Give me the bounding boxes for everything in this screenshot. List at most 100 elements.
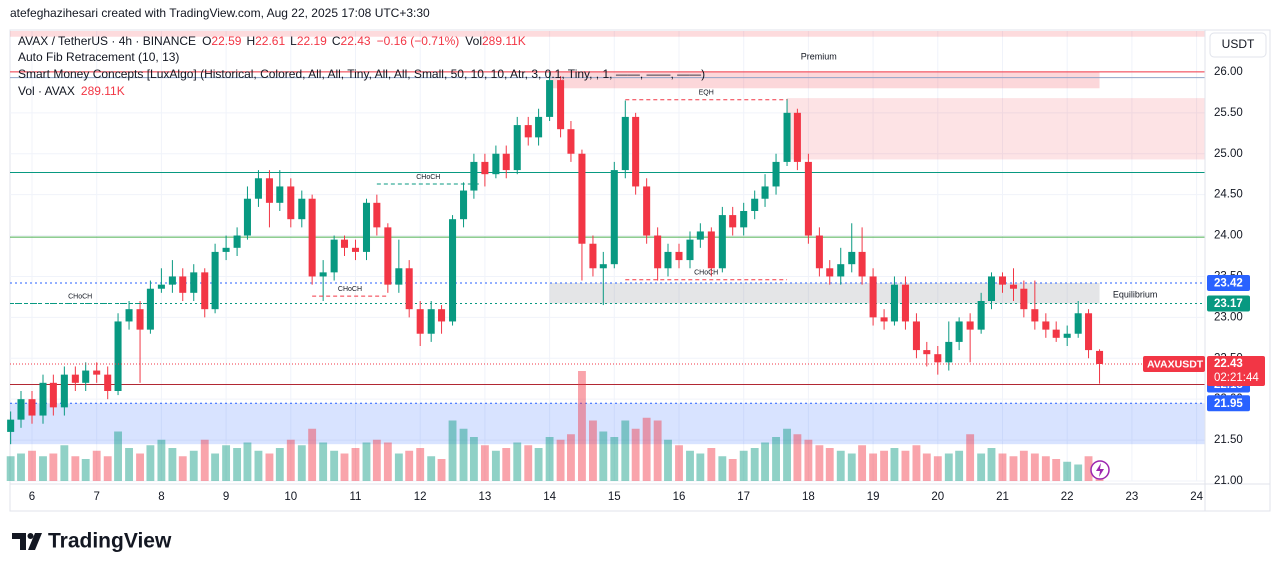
indicator: Smart Money Concepts [LuxAlgo] (Historic… [18, 67, 705, 81]
candle-body [416, 309, 424, 334]
volume-bar [922, 453, 931, 481]
volume-bar [60, 445, 69, 481]
ticker-tag [1143, 356, 1205, 372]
open-value: 22.59 [211, 34, 241, 48]
volume-bar [459, 428, 468, 481]
candle-body [17, 399, 25, 420]
ohlc-label: O [202, 34, 211, 48]
x-tick-label: 14 [543, 491, 556, 503]
candle-body [524, 125, 532, 138]
volume-bar [308, 428, 317, 481]
candle-body [987, 276, 996, 301]
volume-bar [793, 434, 802, 481]
volume-bar [189, 450, 198, 481]
volume-bar [286, 439, 295, 481]
volume-bar [578, 371, 586, 481]
candle-body [340, 239, 349, 248]
x-tick-label: 8 [158, 491, 164, 503]
volume-bar [211, 453, 220, 481]
candle-body [890, 284, 898, 322]
volume-bar [1030, 453, 1039, 481]
candle-body [168, 276, 176, 285]
vol-indicator: Vol · AVAX 289.11K [18, 84, 125, 98]
volume-bar [502, 448, 511, 481]
volume-bar [977, 453, 986, 481]
price-tag-label: 23.42 [1214, 278, 1243, 290]
volume-bar [1063, 461, 1072, 481]
volume-bar [103, 456, 112, 481]
volume-bar [686, 450, 694, 481]
candle-body [104, 374, 112, 391]
x-tick-label: 6 [29, 491, 35, 503]
volume-bar [17, 453, 25, 481]
candle-body [804, 161, 812, 236]
volume-bar [524, 445, 533, 481]
low-value: 22.19 [297, 34, 327, 48]
volume-bar [200, 439, 209, 481]
candle-body [362, 202, 371, 252]
volume-bar [707, 448, 716, 481]
candle-body [761, 186, 769, 199]
candle-body [934, 354, 942, 363]
volume-bar [1019, 450, 1028, 481]
volume-bar [71, 456, 80, 481]
volume-bar [912, 445, 921, 481]
candle-body [664, 251, 672, 269]
logo-mark [12, 533, 26, 550]
indicator: Auto Fib Retracement (10, 13) [18, 50, 179, 64]
volume-bar [394, 453, 403, 481]
volume-bar [610, 437, 619, 481]
volume-bar [222, 445, 231, 481]
structure-label: EQH [699, 90, 714, 97]
candle-body [546, 80, 554, 117]
candle-body [826, 268, 834, 277]
volume-bar [362, 442, 371, 481]
volume-bar [265, 453, 274, 481]
candle-body [675, 251, 683, 261]
volume-bar [933, 456, 942, 481]
y-tick-label: 25.00 [1214, 148, 1243, 160]
price-tag [1207, 275, 1250, 291]
alert-bolt[interactable] [1096, 463, 1104, 477]
candle-body [1042, 321, 1050, 330]
volume-bar [480, 445, 489, 481]
volume-bar [491, 450, 500, 481]
alert-icon[interactable] [1090, 460, 1110, 480]
candle-body [751, 198, 759, 211]
ohlc-label: C [332, 34, 341, 48]
y-tick-label: 24.00 [1214, 230, 1243, 242]
structure-label: CHoCH [338, 286, 362, 293]
candle-body [427, 309, 435, 334]
volume-bar [589, 420, 597, 481]
candle-body [707, 231, 715, 269]
volume-bar [92, 450, 101, 481]
currency-button[interactable] [1209, 32, 1267, 58]
volume-bar [653, 420, 662, 481]
zone-label: Equilibrium [1113, 290, 1158, 300]
volume-bar [847, 453, 856, 481]
candle-body [955, 321, 963, 342]
volume-bar [81, 459, 90, 481]
candle-body [287, 186, 295, 220]
candle-body [513, 125, 521, 171]
candle-body [384, 227, 392, 285]
structure-label: CHoCH [416, 174, 440, 181]
volume-bar [631, 428, 640, 481]
x-tick-label: 16 [673, 491, 686, 503]
volume-bar [869, 453, 878, 481]
candle-body [330, 239, 338, 273]
currency[interactable]: USDT [1222, 37, 1255, 51]
y-tick-label: 24.50 [1214, 189, 1243, 201]
candle-body [945, 341, 953, 363]
x-tick-label: 11 [350, 491, 362, 503]
candle-body [1085, 313, 1093, 351]
volume-bar [28, 450, 36, 481]
candle-body [276, 186, 284, 203]
price-tag-label: 21.95 [1214, 398, 1243, 410]
candle-body [654, 235, 662, 269]
candle-body [298, 198, 306, 220]
x-tick-label: 24 [1190, 491, 1203, 503]
candle-body [373, 202, 381, 228]
volume-bar [944, 453, 953, 481]
